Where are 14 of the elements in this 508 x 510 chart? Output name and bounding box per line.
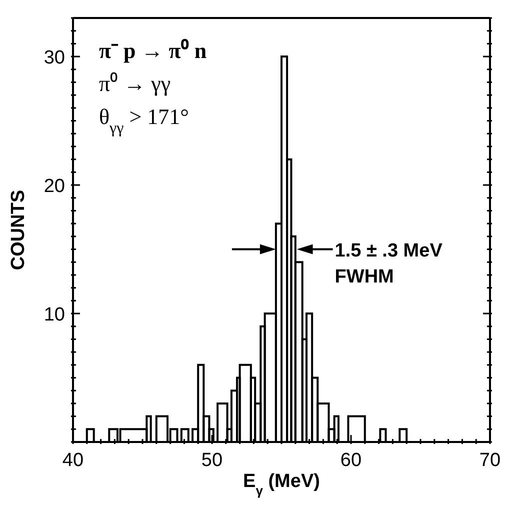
x-tick-label: 70: [479, 450, 501, 471]
x-axis-title: E$_{γ}$ (MeV): [243, 471, 320, 498]
y-tick-label: 30: [44, 48, 65, 69]
annotation: π⁻ p → π⁰ n: [99, 38, 207, 63]
x-tick-label: 50: [201, 450, 223, 471]
annotation: 1.5 ± .3 MeV: [334, 240, 443, 262]
annotation: FWHM: [334, 266, 394, 288]
annotation: θ$_{γγ}$ > 171°: [99, 104, 189, 136]
y-axis-title: COUNTS: [8, 190, 29, 270]
x-tick-label: 60: [340, 450, 362, 471]
x-tick-label: 40: [62, 450, 84, 471]
annotation: π⁰ → γγ: [99, 71, 171, 96]
y-tick-label: 20: [44, 176, 65, 198]
y-tick-label: 10: [44, 304, 65, 326]
